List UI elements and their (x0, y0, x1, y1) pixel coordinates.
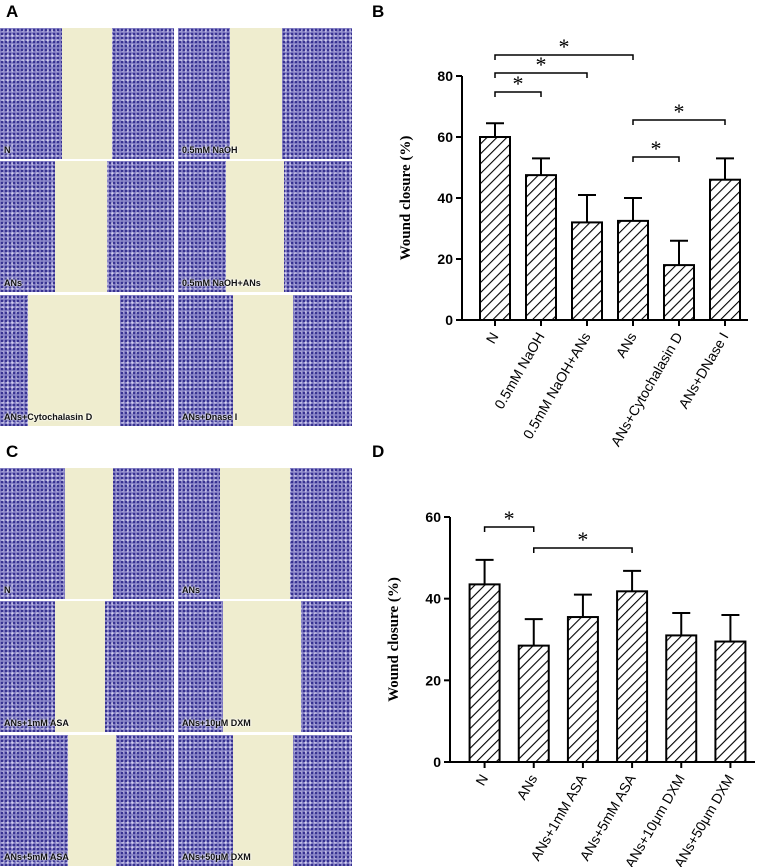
significance-bracket (483, 526, 535, 532)
x-tick-label: ANs (513, 772, 540, 803)
micrograph: ANs+50μM DXM (178, 735, 352, 866)
image-label: ANs+1mM ASA (4, 718, 69, 728)
wound-gap (55, 161, 107, 292)
micrograph: 0.5mM NaOH+ANs (178, 161, 352, 292)
micrograph: 0.5mM NaOH (178, 28, 352, 159)
y-axis-title: Wound closure (%) (398, 136, 414, 261)
significance-label: * (674, 99, 685, 124)
panel-label: C (6, 442, 19, 461)
image-label: 0.5mM NaOH (182, 145, 238, 155)
significance-bracket (494, 72, 588, 78)
image-label: ANs+Cytochalasin D (4, 412, 93, 422)
y-tick-label: 40 (437, 190, 453, 206)
bar (525, 174, 557, 321)
y-tick-label: 80 (437, 68, 453, 84)
micrograph: ANs (178, 468, 352, 599)
x-tick-label: N (472, 772, 491, 789)
significance-label: * (651, 136, 662, 161)
micrograph: ANs (0, 161, 174, 292)
micrograph: ANs+1mM ASA (0, 601, 174, 732)
bar (468, 583, 501, 763)
wound-gap (65, 468, 113, 599)
significance-bracket (494, 91, 542, 97)
significance-label: * (504, 506, 515, 531)
image-label: ANs+Dnase I (182, 412, 238, 422)
wound-gap (220, 468, 290, 599)
panel-label: B (372, 2, 385, 21)
image-label: ANs (182, 585, 201, 595)
micrograph: ANs+Dnase I (178, 295, 352, 426)
bar (479, 136, 511, 321)
micrograph: ANs+Cytochalasin D (0, 295, 174, 426)
bar (714, 640, 747, 764)
y-axis-title: Wound closure (%) (386, 577, 402, 702)
significance-bracket (494, 54, 634, 60)
bar (616, 590, 649, 763)
bar (566, 616, 599, 764)
image-label: 0.5mM NaOH+ANs (182, 278, 261, 288)
image-label: ANs+5mM ASA (4, 852, 69, 862)
wound-gap (226, 161, 284, 292)
wound-gap (233, 295, 293, 426)
significance-label: * (536, 52, 547, 77)
bar (617, 219, 649, 321)
micrograph: ANs+5mM ASA (0, 735, 174, 866)
significance-label: * (513, 71, 524, 96)
wound-gap (55, 601, 105, 732)
x-tick-label: N (483, 330, 502, 347)
wound-gap (223, 601, 301, 732)
image-label: ANs+10μM DXM (182, 718, 251, 728)
y-tick-label: 60 (437, 129, 453, 145)
panel-label: D (372, 442, 385, 461)
y-tick-label: 0 (445, 312, 453, 328)
bar (517, 644, 550, 763)
panel-label: A (6, 2, 19, 21)
wound-gap (68, 735, 116, 866)
bar (663, 264, 695, 322)
y-tick-label: 40 (425, 591, 441, 607)
bar (709, 178, 741, 321)
micrograph: N (0, 468, 174, 599)
micrograph: ANs+10μM DXM (178, 601, 352, 732)
significance-label: * (577, 527, 588, 552)
wound-gap (62, 28, 112, 159)
image-label: ANs (4, 278, 23, 288)
y-tick-label: 0 (433, 754, 441, 770)
y-tick-label: 20 (437, 251, 453, 267)
image-label: ANs+50μM DXM (182, 852, 251, 862)
significance-bracket (632, 119, 726, 125)
y-tick-label: 60 (425, 509, 441, 525)
x-tick-label: ANs+DNase I (675, 330, 731, 412)
bar (571, 221, 603, 321)
significance-bracket (632, 156, 680, 162)
significance-label: * (559, 34, 570, 59)
significance-bracket (533, 547, 633, 553)
wound-gap (233, 735, 293, 866)
wound-gap (28, 295, 120, 426)
wound-gap (230, 28, 282, 159)
micrograph: N (0, 28, 174, 159)
image-label: N (4, 145, 11, 155)
bar (665, 634, 698, 764)
image-label: N (4, 585, 11, 595)
x-tick-label: ANs (613, 330, 640, 361)
y-tick-label: 20 (425, 672, 441, 688)
